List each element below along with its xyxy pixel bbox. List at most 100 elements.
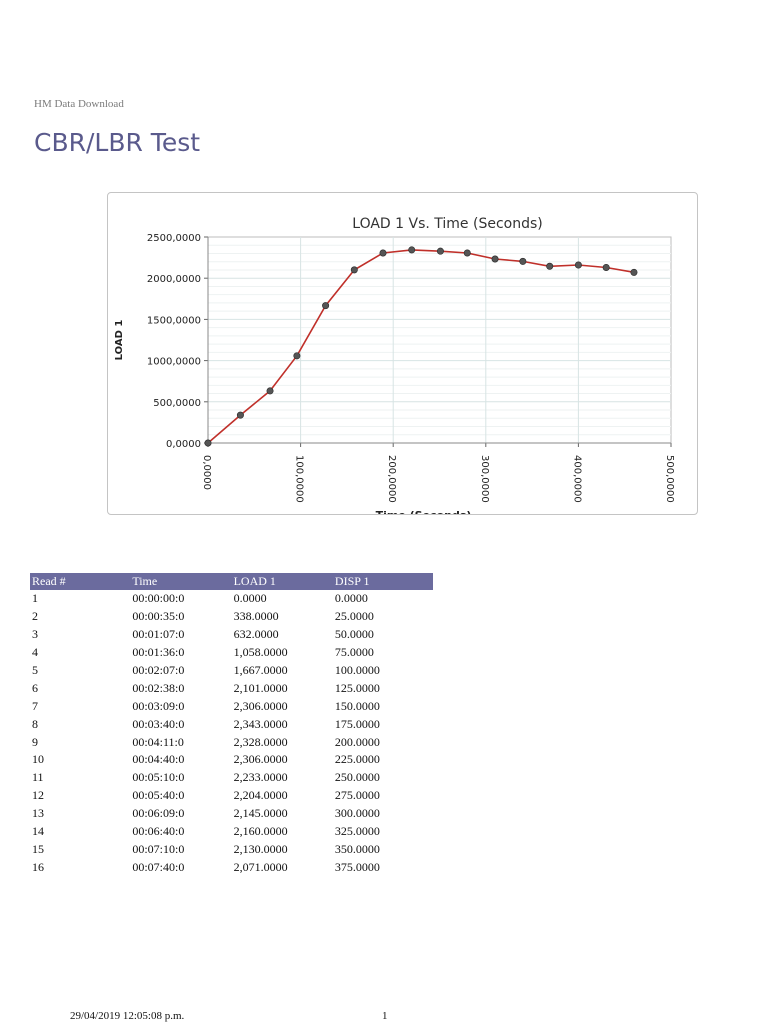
data-point bbox=[408, 246, 416, 254]
cell-read-number: 5 bbox=[32, 663, 38, 677]
cell-load: 2,328.0000 bbox=[233, 734, 288, 749]
cell-disp: 350.0000 bbox=[334, 841, 380, 856]
cell-time: 00:01:36:0 bbox=[132, 645, 185, 660]
cell-load: 1,058.0000 bbox=[233, 645, 288, 660]
data-point bbox=[602, 263, 610, 271]
x-axis-label: Time (Seconds) bbox=[376, 509, 472, 515]
y-tick-label: 2500,0000 bbox=[147, 233, 201, 244]
document-subtitle: HM Data Download bbox=[34, 98, 124, 110]
data-point bbox=[379, 249, 387, 257]
table-row: 7 00:03:09:0 2,306.0000 150.0000 bbox=[30, 697, 433, 715]
cell-load: 2,145.0000 bbox=[233, 806, 288, 821]
data-point bbox=[574, 261, 582, 269]
load-vs-time-chart: 0,0000 500,0000 1000,0000 1500,0000 2000,000… bbox=[114, 216, 675, 515]
data-point bbox=[350, 266, 358, 274]
cell-disp: 300.0000 bbox=[334, 806, 380, 821]
y-axis-label: LOAD 1 bbox=[114, 320, 125, 361]
cell-time: 00:06:40:0 bbox=[132, 824, 185, 839]
column-header-read: Read # bbox=[30, 573, 131, 590]
data-point bbox=[630, 268, 638, 276]
x-tick-label: 100,0000 bbox=[294, 455, 305, 503]
cell-disp: 325.0000 bbox=[334, 824, 380, 839]
table-row: 1 00:00:00:0 0.0000 0.0000 bbox=[30, 590, 433, 608]
series-line bbox=[207, 249, 635, 444]
chart-container: 0,0000 500,0000 1000,0000 1500,0000 2000,000… bbox=[107, 192, 698, 515]
cell-load: 2,233.0000 bbox=[233, 770, 288, 785]
data-point bbox=[204, 439, 212, 447]
cell-time: 00:03:40:0 bbox=[132, 716, 185, 731]
cell-disp: 225.0000 bbox=[334, 752, 380, 767]
cell-time: 00:07:40:0 bbox=[132, 859, 185, 874]
cell-load: 632.0000 bbox=[233, 627, 279, 642]
cell-disp: 75.0000 bbox=[334, 645, 374, 660]
cell-disp: 275.0000 bbox=[334, 788, 380, 803]
cell-read-number: 4 bbox=[32, 645, 38, 660]
data-point bbox=[436, 247, 444, 255]
cell-load: 338.0000 bbox=[233, 609, 279, 624]
data-point bbox=[293, 352, 301, 360]
table-row: 10 00:04:40:0 2,306.0000 225.0000 bbox=[30, 751, 433, 769]
cell-time: 00:03:09:0 bbox=[132, 698, 185, 713]
table-header-row: Read # Time LOAD 1 DISP 1 bbox=[30, 573, 433, 590]
cell-disp: 250.0000 bbox=[334, 770, 380, 785]
cell-load: 2,160.0000 bbox=[233, 824, 288, 839]
y-tick-label: 1000,0000 bbox=[147, 357, 201, 368]
y-tick-label: 1500,0000 bbox=[147, 315, 201, 326]
cell-read-number: 7 bbox=[32, 698, 38, 713]
table-row: 15 00:07:10:0 2,130.0000 350.0000 bbox=[30, 840, 433, 858]
cell-read-number: 6 bbox=[32, 680, 38, 695]
cell-load: 2,204.0000 bbox=[233, 788, 288, 803]
cell-read-number: 3 bbox=[32, 627, 38, 642]
data-point bbox=[266, 387, 274, 395]
table-row: 2 00:00:35:0 338.0000 25.0000 bbox=[30, 608, 433, 626]
footer-datetime: 29/04/2019 12:05:08 p.m. bbox=[70, 1010, 185, 1022]
cell-time: 00:07:10:0 bbox=[132, 841, 185, 856]
y-tick-label: 2000,0000 bbox=[147, 274, 201, 285]
cell-time: 00:05:40:0 bbox=[132, 788, 185, 803]
x-tick-label: 400,0000 bbox=[571, 455, 582, 503]
cell-disp: 200.0000 bbox=[334, 734, 380, 749]
cell-read-number: 13 bbox=[32, 806, 44, 821]
cell-disp: 150.0000 bbox=[334, 698, 380, 713]
table-row: 14 00:06:40:0 2,160.0000 325.0000 bbox=[30, 823, 433, 841]
table-row: 3 00:01:07:0 632.0000 50.0000 bbox=[30, 626, 433, 644]
data-point bbox=[236, 411, 244, 419]
data-point bbox=[322, 302, 330, 310]
y-tick-label: 0,0000 bbox=[166, 439, 201, 450]
cell-read-number: 16 bbox=[32, 859, 44, 874]
cell-read-number: 12 bbox=[32, 788, 44, 803]
cell-load: 2,306.0000 bbox=[233, 698, 288, 713]
cell-disp: 25.0000 bbox=[334, 609, 374, 624]
cell-read-number: 2 bbox=[32, 609, 38, 624]
cell-time: 00:01:07:0 bbox=[132, 627, 185, 642]
readings-table: Read # Time LOAD 1 DISP 1 1 00:00:00:0 0.0… bbox=[30, 573, 433, 876]
cell-time: 00:00:00:0 bbox=[132, 591, 185, 606]
chart-title: LOAD 1 Vs. Time (Seconds) bbox=[352, 216, 542, 232]
table-row: 12 00:05:40:0 2,204.0000 275.0000 bbox=[30, 787, 433, 805]
cell-load: 0.0000 bbox=[233, 591, 267, 606]
cell-read-number: 11 bbox=[32, 770, 44, 785]
table-row: 5 00:02:07:0 1,667.0000 100.0000 bbox=[30, 662, 433, 680]
cell-read-number: 8 bbox=[32, 716, 38, 731]
x-tick-label: 300,0000 bbox=[479, 455, 490, 503]
cell-time: 00:04:40:0 bbox=[132, 752, 185, 767]
data-point bbox=[546, 262, 554, 270]
cell-disp: 0.0000 bbox=[334, 591, 368, 606]
cell-disp: 125.0000 bbox=[334, 680, 380, 695]
cell-disp: 375.0000 bbox=[334, 859, 380, 874]
cell-time: 00:05:10:0 bbox=[132, 770, 185, 785]
x-tick-label: 200,0000 bbox=[386, 455, 397, 503]
column-header-disp: DISP 1 bbox=[332, 573, 433, 590]
cell-read-number: 9 bbox=[32, 734, 38, 749]
cell-read-number: 14 bbox=[32, 824, 44, 839]
cell-time: 00:06:09:0 bbox=[132, 806, 185, 821]
cell-disp: 175.0000 bbox=[334, 716, 380, 731]
data-point bbox=[463, 249, 471, 257]
column-header-load: LOAD 1 bbox=[231, 573, 333, 590]
cell-load: 2,343.0000 bbox=[233, 716, 288, 731]
cell-time: 00:02:07:0 bbox=[132, 663, 185, 677]
x-tick-label: 0,0000 bbox=[201, 455, 212, 490]
table-row: 11 00:05:10:0 2,233.0000 250.0000 bbox=[30, 769, 433, 787]
table-row: 6 00:02:38:0 2,101.0000 125.0000 bbox=[30, 679, 433, 697]
y-tick-label: 500,0000 bbox=[153, 398, 201, 409]
